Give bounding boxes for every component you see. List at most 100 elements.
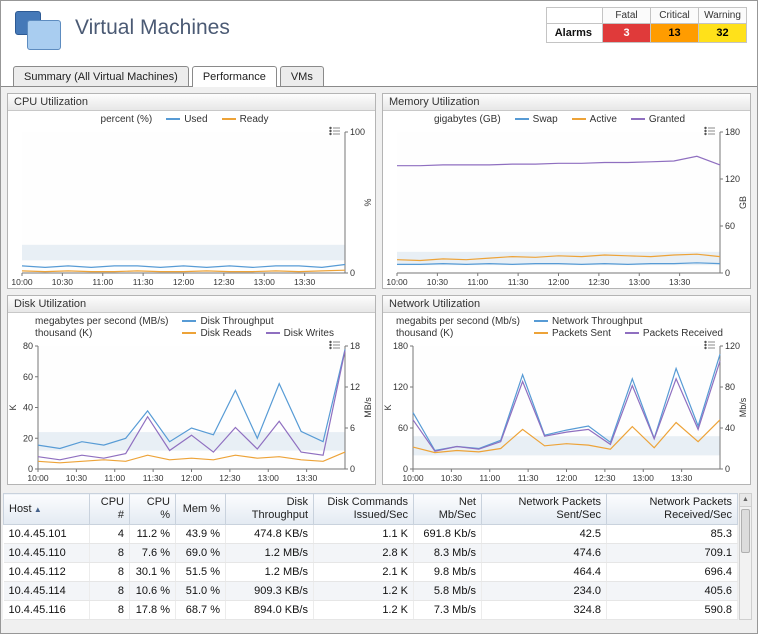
svg-text:12:30: 12:30 [594, 473, 616, 483]
svg-text:0: 0 [403, 464, 408, 474]
host-cell: 8 [89, 562, 130, 583]
svg-text:0: 0 [725, 268, 730, 278]
host-cell: 85.3 [606, 524, 738, 545]
memory-utilization-chart[interactable]: 0 60 120 180 GB 10:00 10:30 11:00 11:30 12:00 12:3… [383, 125, 750, 288]
host-row[interactable]: 10.4.45.112 8 30.1 % 51.5 % 1.2 MB/s 2.1 K 9.8… [3, 562, 738, 583]
host-cell: 51.0 % [175, 581, 226, 602]
host-cell: 590.8 [606, 600, 738, 621]
svg-text:20: 20 [23, 433, 33, 443]
chart-options-icon[interactable] [704, 337, 716, 355]
host-cell: 10.4.45.101 [3, 524, 90, 545]
legend-line-swatch [182, 332, 197, 335]
network-utilization-chart[interactable]: 0 60 120 180 K 0 40 80 120 Mb/s 10:00 10:30 11:00 11:… [383, 339, 750, 484]
svg-text:0: 0 [725, 464, 730, 474]
svg-text:11:00: 11:00 [92, 277, 113, 287]
host-cell: 8 [89, 581, 130, 602]
svg-text:10:30: 10:30 [441, 473, 463, 483]
legend-line-swatch [630, 118, 645, 121]
legend-item: Disk Reads [182, 328, 252, 339]
table-scrollbar[interactable]: ▲ [739, 493, 752, 621]
host-row[interactable]: 10.4.45.110 8 7.6 % 69.0 % 1.2 MB/s 2.8 K 8.3 … [3, 543, 738, 564]
performance-content: CPU Utilization percent (%) Used Ready 0 10… [1, 87, 757, 633]
host-cell: 43.9 % [175, 524, 226, 545]
tab-performance[interactable]: Performance [191, 66, 277, 87]
host-cell: 7.3 Mb/s [413, 600, 482, 621]
svg-text:11:30: 11:30 [518, 473, 539, 483]
column-header-0[interactable]: Host ▲ [3, 492, 90, 526]
svg-text:60: 60 [725, 221, 735, 231]
column-header-3[interactable]: Mem % [175, 492, 226, 526]
column-header-2[interactable]: CPU % [129, 492, 176, 526]
host-cell: 1.1 K [313, 524, 414, 545]
legend-line-swatch [221, 118, 236, 121]
svg-text:12:30: 12:30 [588, 277, 610, 287]
column-header-6[interactable]: Net Mb/Sec [413, 492, 482, 526]
legend-line-swatch [624, 332, 639, 335]
chart-options-icon[interactable] [329, 123, 341, 141]
host-cell: 10.4.45.112 [3, 562, 90, 583]
panel-title-memory: Memory Utilization [383, 94, 750, 111]
svg-text:Mb/s: Mb/s [738, 397, 748, 417]
svg-text:11:00: 11:00 [467, 277, 488, 287]
critical-alarm-count[interactable]: 13 [650, 23, 699, 43]
column-header-1[interactable]: CPU # [89, 492, 130, 526]
fatal-alarm-count[interactable]: 3 [602, 23, 651, 43]
host-cell: 894.0 KB/s [225, 600, 314, 621]
legend-line-swatch [571, 118, 586, 121]
panel-disk-utilization: Disk Utilization megabytes per second (M… [7, 295, 376, 485]
chart-options-icon[interactable] [329, 337, 341, 355]
disk-utilization-chart[interactable]: 0 20 40 60 80 K 0 6 12 18 MB/s 10:00 10:30 11:00 11:30… [8, 339, 375, 484]
hosts-table-area: Host ▲ CPU # CPU % Mem % Disk Throughput Disk… [1, 491, 757, 621]
legend-line-swatch [265, 332, 280, 335]
host-cell: 1.2 K [313, 600, 414, 621]
svg-text:12:30: 12:30 [213, 277, 235, 287]
legend-items: Used Ready [166, 114, 282, 125]
column-header-4[interactable]: Disk Throughput [225, 492, 314, 526]
column-header-8[interactable]: Network Packets Received/Sec [606, 492, 738, 526]
svg-text:12:00: 12:00 [556, 473, 578, 483]
svg-text:12: 12 [350, 382, 360, 392]
svg-text:12:00: 12:00 [548, 277, 570, 287]
virtual-machines-icon [15, 11, 63, 53]
svg-text:13:30: 13:30 [669, 277, 691, 287]
svg-text:12:00: 12:00 [173, 277, 195, 287]
legend-line-swatch [533, 332, 548, 335]
legend-item: Disk Throughput [182, 316, 274, 327]
scrollbar-thumb[interactable] [741, 509, 750, 553]
legend-line-swatch [166, 118, 181, 121]
svg-text:K: K [8, 404, 18, 410]
legend-item: Network Throughput [533, 316, 642, 327]
host-cell: 5.8 Mb/s [413, 581, 482, 602]
alarms-summary-table: Fatal Critical Warning Alarms 3 13 32 [545, 7, 747, 43]
scroll-up-button[interactable]: ▲ [740, 494, 751, 507]
host-cell: 474.6 [481, 543, 607, 564]
header: Virtual Machines Fatal Critical Warning … [1, 1, 757, 63]
tab-summary-all-virtual-machines[interactable]: Summary (All Virtual Machines) [13, 66, 189, 86]
host-cell: 405.6 [606, 581, 738, 602]
tab-vms[interactable]: VMs [279, 66, 324, 86]
panel-title-cpu: CPU Utilization [8, 94, 375, 111]
legend-unit: gigabytes (GB) [433, 114, 501, 125]
hosts-table: Host ▲ CPU # CPU % Mem % Disk Throughput Disk… [3, 492, 738, 621]
legend-line-swatch [514, 118, 529, 121]
warning-alarm-count[interactable]: 32 [698, 23, 747, 43]
cpu-utilization-chart[interactable]: 0 100% 10:00 10:30 11:00 11:30 12:00 12:30 13:00… [8, 125, 375, 288]
svg-text:13:00: 13:00 [254, 277, 276, 287]
legend-line-swatch [182, 320, 197, 323]
chart-options-icon[interactable] [704, 123, 716, 141]
column-header-5[interactable]: Disk Commands Issued/Sec [313, 492, 414, 526]
legend-unit: megabytes per second (MB/s) [35, 316, 169, 327]
svg-text:11:30: 11:30 [143, 473, 164, 483]
svg-text:40: 40 [23, 403, 33, 413]
svg-text:10:00: 10:00 [402, 473, 424, 483]
legend-item: Disk Writes [265, 328, 334, 339]
host-cell: 30.1 % [129, 562, 176, 583]
svg-text:10:00: 10:00 [386, 277, 408, 287]
svg-text:11:30: 11:30 [508, 277, 529, 287]
svg-text:0: 0 [350, 464, 355, 474]
svg-text:13:30: 13:30 [671, 473, 693, 483]
column-header-7[interactable]: Network Packets Sent/Sec [481, 492, 607, 526]
